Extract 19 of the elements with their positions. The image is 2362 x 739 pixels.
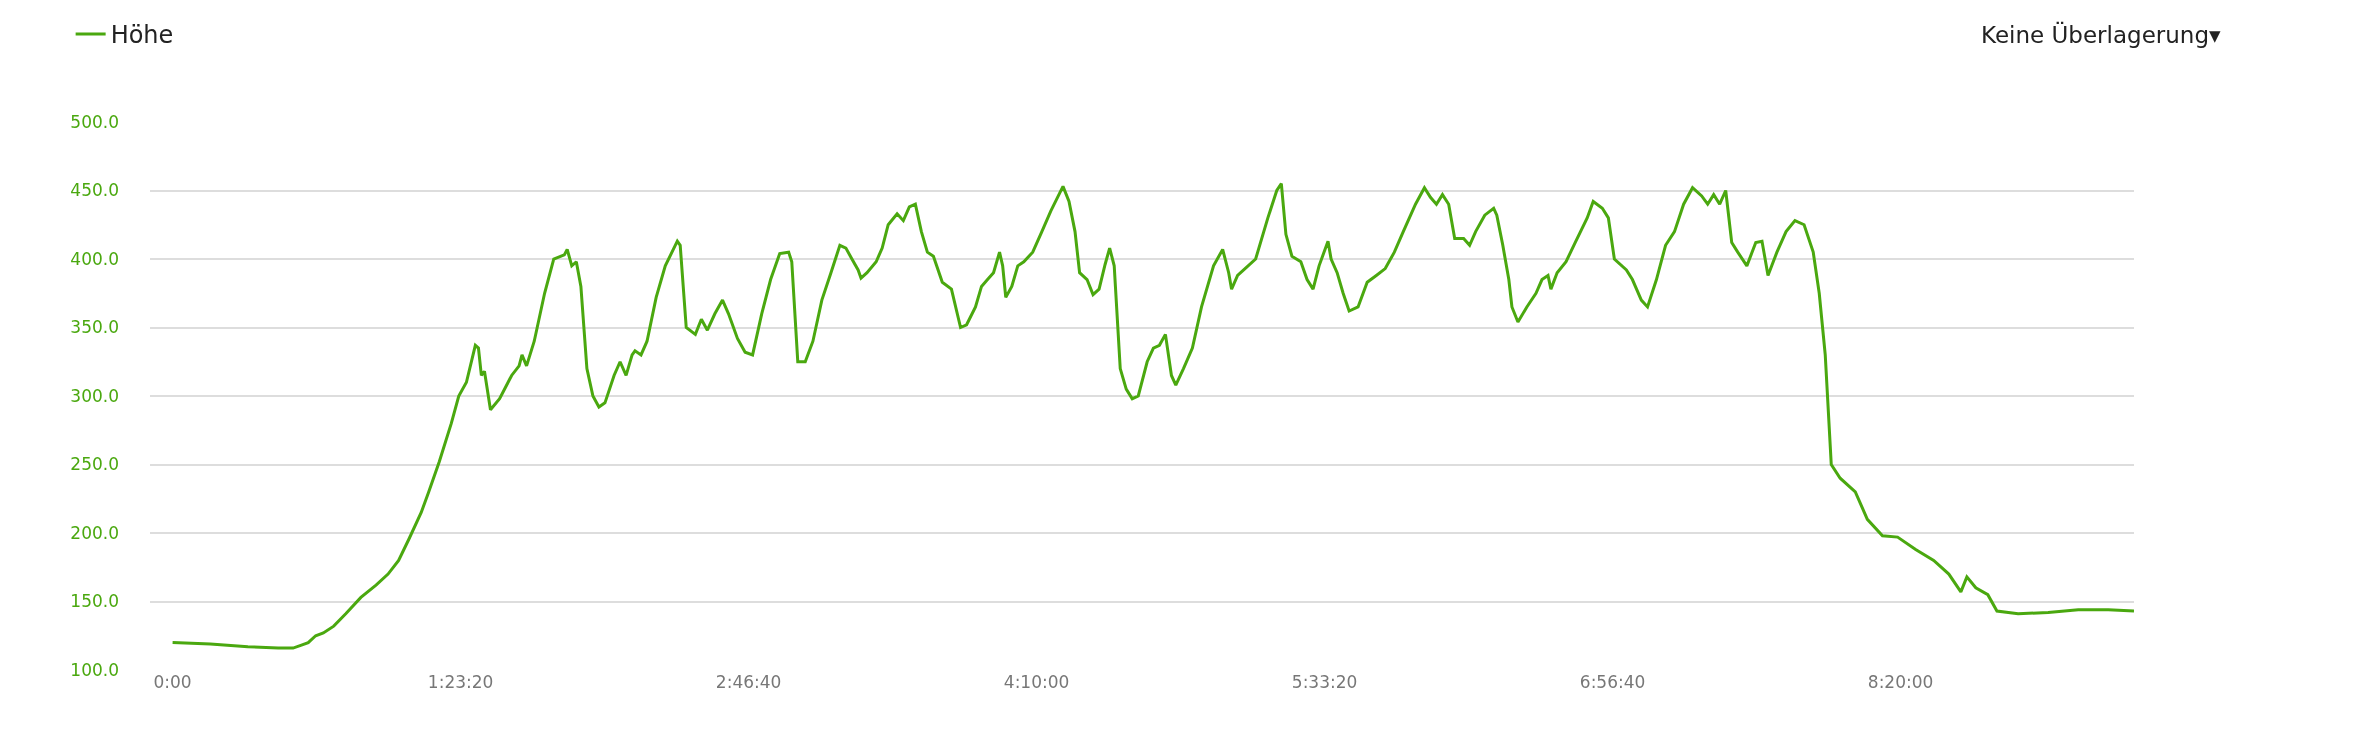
x-tick-label: 2:46:40 <box>715 672 782 692</box>
y-tick-label: 300.0 <box>70 385 119 406</box>
y-tick-label: 350.0 <box>70 317 119 338</box>
x-tick-label: 6:56:40 <box>1579 672 1646 692</box>
y-tick-label: 250.0 <box>70 454 119 475</box>
legend-label: Höhe <box>110 21 174 50</box>
y-tick-label: 100.0 <box>70 659 119 680</box>
line-series <box>171 182 2134 650</box>
y-tick-label: 450.0 <box>70 180 119 201</box>
x-tick-label: 0:00 <box>153 672 192 692</box>
text: Keine Überlagerung▾ <box>1981 21 2221 48</box>
x-tick-label: 4:10:00 <box>1003 672 1070 692</box>
y-tick-label: 500.0 <box>70 111 119 132</box>
y-tick-label: 400.0 <box>70 248 119 269</box>
y-tick-label: 200.0 <box>70 522 119 543</box>
x-tick-label: 5:33:20 <box>1291 672 1358 692</box>
y-tick-label: 150.0 <box>70 591 119 612</box>
x-tick-label: 8:20:00 <box>1867 672 1934 692</box>
x-tick-label: 1:23:20 <box>427 672 494 692</box>
